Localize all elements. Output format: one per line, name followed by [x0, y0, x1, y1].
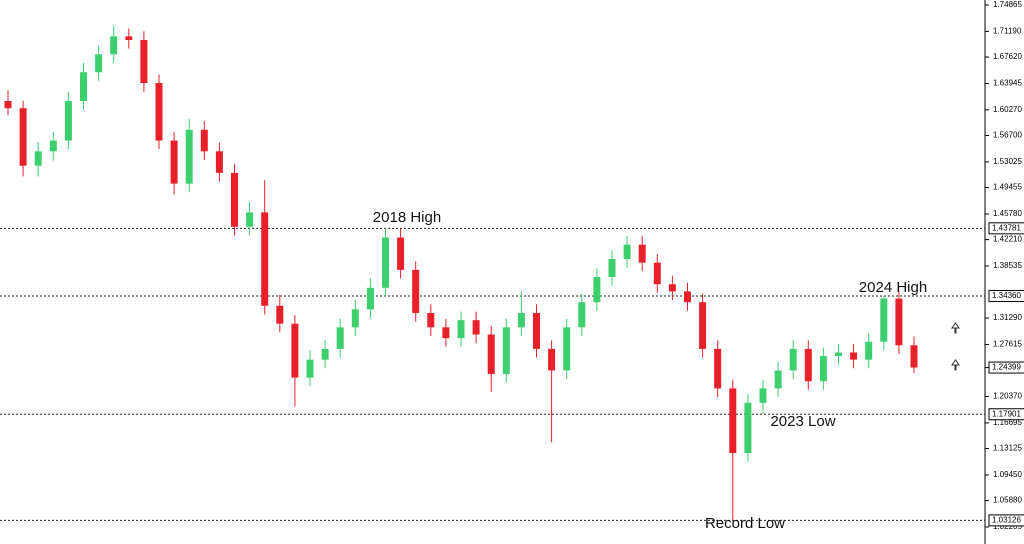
candle-body	[835, 352, 842, 357]
candle-body	[170, 140, 178, 184]
candle-body	[321, 348, 329, 360]
candle-body	[880, 298, 888, 342]
candle-body	[110, 36, 118, 55]
arrow-icon	[951, 322, 960, 371]
y-tick-label: 1.49455	[993, 183, 1022, 192]
candle-body	[789, 348, 797, 371]
y-tick-label: 1.63945	[993, 79, 1022, 88]
candle-body	[442, 327, 450, 339]
candle-body	[397, 237, 405, 270]
level-label: 1.03126	[992, 516, 1021, 525]
candle-body	[200, 129, 208, 152]
candle-body	[684, 291, 691, 303]
candle-body	[578, 302, 586, 328]
candle-body	[261, 212, 269, 306]
level-label: 1.43781	[992, 223, 1021, 232]
level-label-box	[988, 222, 1024, 235]
candle-body	[140, 39, 148, 84]
y-tick-label: 1.27615	[993, 340, 1022, 349]
candle-body	[185, 129, 193, 184]
y-tick-label: 1.42210	[993, 235, 1022, 244]
candle-body	[804, 348, 812, 382]
candle-body	[895, 298, 903, 346]
candle-body	[850, 352, 858, 360]
candle-body	[412, 269, 420, 313]
y-tick-label: 1.20370	[993, 392, 1022, 401]
candle-body	[382, 237, 389, 288]
candle-body	[819, 356, 827, 382]
candle-body	[608, 259, 616, 278]
candle-body	[95, 54, 103, 73]
candle-body	[49, 140, 57, 152]
y-tick-label: 1.53025	[993, 157, 1022, 166]
level-label-box	[988, 408, 1024, 421]
candle-body	[865, 341, 873, 360]
level-label: 1.34360	[992, 291, 1021, 300]
candle-body	[729, 388, 737, 454]
candle-body	[774, 370, 782, 389]
level-label: 1.17901	[992, 409, 1021, 418]
candle-body	[34, 151, 42, 166]
annotation: 2023 Low	[770, 413, 835, 430]
y-tick-label: 1.71190	[993, 27, 1022, 36]
y-tick-label: 1.56700	[993, 131, 1022, 140]
candle-body	[759, 388, 767, 403]
price-label: 1.24399	[992, 363, 1021, 372]
y-tick-label: 1.02205	[993, 522, 1022, 531]
candle-body	[19, 108, 27, 166]
candle-body	[744, 402, 752, 454]
candle-body	[638, 244, 646, 263]
candle-body	[351, 309, 359, 328]
annotation: Record Low	[705, 515, 785, 532]
candle-body	[366, 287, 374, 310]
candle-body	[533, 312, 540, 349]
candle-body	[155, 83, 163, 141]
y-tick-label: 1.60270	[993, 105, 1022, 114]
candle-body	[548, 348, 556, 371]
level-label-box	[988, 290, 1024, 303]
candle-body	[623, 244, 631, 260]
candle-body	[668, 284, 676, 292]
candle-body	[306, 359, 314, 378]
candle-body	[246, 212, 254, 227]
level-label-box	[988, 514, 1024, 527]
candle-body	[231, 172, 238, 227]
y-tick-label: 1.45780	[993, 209, 1022, 218]
y-tick-label: 1.13125	[993, 444, 1022, 453]
y-tick-label: 1.74865	[993, 0, 1022, 9]
candle-body	[502, 327, 510, 375]
candle-body	[336, 327, 344, 349]
candle-body	[4, 101, 12, 109]
candle-body	[64, 101, 72, 141]
y-tick-label: 1.67620	[993, 52, 1022, 61]
candle-body	[563, 327, 571, 371]
candle-body	[472, 320, 480, 335]
candle-body	[291, 323, 299, 378]
candle-body	[80, 72, 87, 102]
y-tick-label: 1.09450	[993, 470, 1022, 479]
annotation: 2024 High	[859, 279, 927, 296]
candle-body	[517, 312, 525, 328]
candle-body	[699, 302, 707, 349]
annotation: 2018 High	[373, 209, 441, 226]
candle-body	[457, 320, 465, 339]
candle-body	[125, 36, 133, 40]
candle-body	[653, 262, 661, 285]
candle-body	[427, 312, 435, 328]
y-tick-label: 1.05880	[993, 496, 1022, 505]
y-tick-label: 1.38535	[993, 261, 1022, 270]
candle-body	[276, 305, 284, 324]
candle-body	[593, 277, 601, 303]
candle-body	[487, 334, 495, 375]
y-tick-label: 1.16695	[993, 418, 1022, 427]
candle-body	[215, 151, 223, 173]
y-tick-label: 1.31290	[993, 313, 1022, 322]
candle-body	[910, 345, 918, 368]
price-label-box	[988, 361, 1024, 374]
candle-body	[714, 348, 722, 389]
